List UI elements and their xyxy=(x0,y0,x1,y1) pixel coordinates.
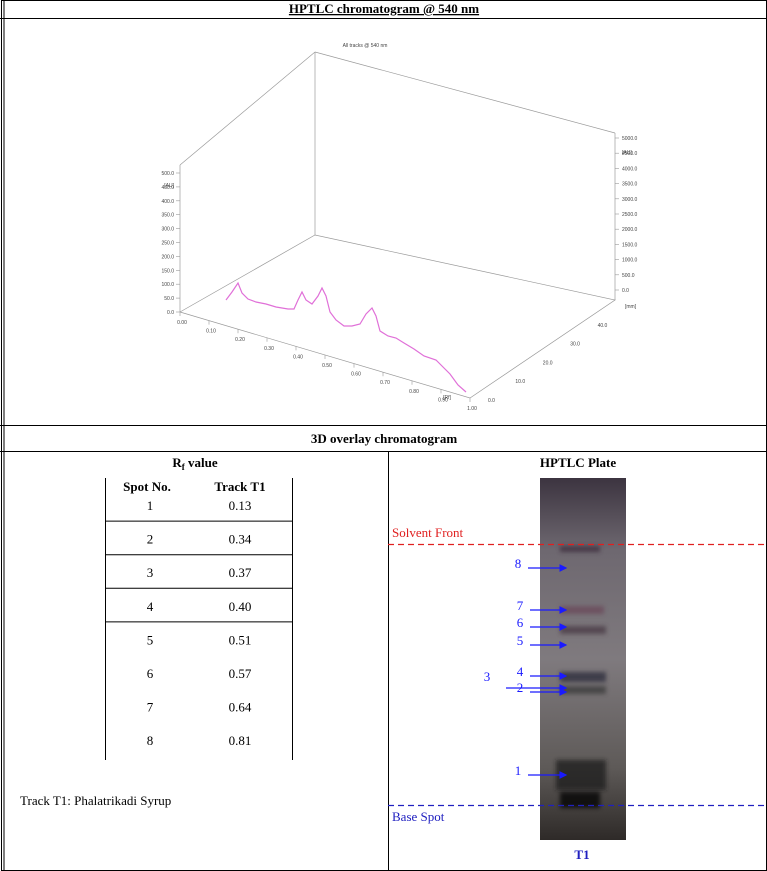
spot-number: 6 xyxy=(517,615,524,630)
y-tick-label: 400.0 xyxy=(161,199,174,205)
z-tick-label: [mm] xyxy=(625,304,637,310)
track-label: T1 xyxy=(574,847,589,862)
y2-tick-label: 3500.0 xyxy=(622,182,638,188)
spot-number: 1 xyxy=(515,763,522,778)
y-tick-label: 100.0 xyxy=(161,282,174,288)
overlay-title: 3D overlay chromatogram xyxy=(311,431,458,446)
z-tick-label: 10.0 xyxy=(515,379,525,385)
track-note: Track T1: Phalatrikadi Syrup xyxy=(20,793,171,808)
table-cell: 0.13 xyxy=(229,498,252,513)
table-cell: 0.40 xyxy=(229,599,252,614)
rf-sub: f xyxy=(182,462,186,472)
table-cell: 0.34 xyxy=(229,532,252,547)
table-cell: 2 xyxy=(147,532,154,547)
plate-title: HPTLC Plate xyxy=(540,455,616,470)
solvent-front-label: Solvent Front xyxy=(392,525,464,540)
y-tick-label: 250.0 xyxy=(161,241,174,247)
table-cell: 0.37 xyxy=(229,565,252,580)
y2-tick-label: 3000.0 xyxy=(622,197,638,203)
y2-tick-label: 0.0 xyxy=(622,288,629,294)
y2-tick-label: 500.0 xyxy=(622,273,635,279)
spot-number: 5 xyxy=(517,633,524,648)
x-tick-label: 0.00 xyxy=(177,320,187,326)
plate-image xyxy=(540,478,626,840)
base-spot-label: Base Spot xyxy=(392,809,445,824)
z-tick-label: 40.0 xyxy=(598,323,608,329)
x-tick-label: 0.10 xyxy=(206,329,216,335)
rf-main: R xyxy=(172,455,182,470)
z-tick-label: 20.0 xyxy=(543,360,553,366)
rf-table-lines xyxy=(105,478,293,760)
x-tick-label: 0.80 xyxy=(409,389,419,395)
y2-tick-label: 1500.0 xyxy=(622,242,638,248)
y-tick-label: 450.0 xyxy=(161,185,174,191)
x-tick-label: 0.90 xyxy=(438,397,448,403)
spot-number: 8 xyxy=(515,556,522,571)
y2-tick-label: 4500.0 xyxy=(622,151,638,157)
spot-markers: 12345678 xyxy=(484,556,568,779)
x-tick-label: 0.60 xyxy=(351,372,361,378)
table-cell: 0.51 xyxy=(229,632,252,647)
y2-tick-label: 5000.0 xyxy=(622,136,638,142)
x-tick-label: 1.00 xyxy=(467,406,477,412)
x-axis-unit: [Rf] xyxy=(443,395,451,401)
y-axis-unit: [AU] xyxy=(164,183,174,189)
spot-number: 3 xyxy=(484,669,491,684)
rf-rest: value xyxy=(185,455,218,470)
spot-number: 4 xyxy=(517,664,524,679)
y2-tick-label: 1000.0 xyxy=(622,258,638,264)
chromatogram xyxy=(179,51,616,399)
z-tick-label: 30.0 xyxy=(570,342,580,348)
table-cell: 1 xyxy=(147,498,154,513)
y-tick-label: 300.0 xyxy=(161,227,174,233)
x-tick-label: 0.40 xyxy=(293,354,303,360)
rf-table: Spot No. Track T1 1 0.13 2 0.34 3 0.37 4 0.40 5 0.5… xyxy=(105,479,292,748)
y2-tick-label: 2500.0 xyxy=(622,212,638,218)
table-cell: 5 xyxy=(147,632,154,647)
table-cell: 0.57 xyxy=(229,666,252,681)
y-tick-label: 50.0 xyxy=(164,296,174,302)
y2-tick-label: 2000.0 xyxy=(622,227,638,233)
table-cell: 4 xyxy=(147,599,154,614)
table-cell: 0.64 xyxy=(229,700,252,715)
z-tick-label: 0.0 xyxy=(488,398,495,404)
table-header: Track T1 xyxy=(214,479,265,494)
table-cell: 6 xyxy=(147,666,154,681)
y-tick-label: 0.0 xyxy=(167,310,174,316)
chart-caption: All tracks @ 540 nm xyxy=(343,43,388,49)
x-tick-label: 0.30 xyxy=(264,346,274,352)
x-tick-label: 0.50 xyxy=(322,363,332,369)
spot-number: 7 xyxy=(517,598,524,613)
y2-tick-label: 4000.0 xyxy=(622,166,638,172)
y-tick-label: 350.0 xyxy=(161,213,174,219)
table-cell: 0.81 xyxy=(229,733,252,748)
y-tick-label: 200.0 xyxy=(161,254,174,260)
table-cell: 8 xyxy=(147,733,154,748)
y-tick-label: 150.0 xyxy=(161,268,174,274)
y2-axis-unit: [AU] xyxy=(622,150,632,156)
chromatogram-trace xyxy=(225,281,467,393)
rf-label: Rf value xyxy=(172,455,217,472)
table-header: Spot No. xyxy=(123,479,171,494)
table-cell: 3 xyxy=(147,565,154,580)
x-tick-label: 0.20 xyxy=(235,337,245,343)
y-tick-label: 500.0 xyxy=(161,171,174,177)
header-title: HPTLC chromatogram @ 540 nm xyxy=(289,1,479,16)
x-tick-label: 0.70 xyxy=(380,380,390,386)
table-cell: 7 xyxy=(147,700,154,715)
